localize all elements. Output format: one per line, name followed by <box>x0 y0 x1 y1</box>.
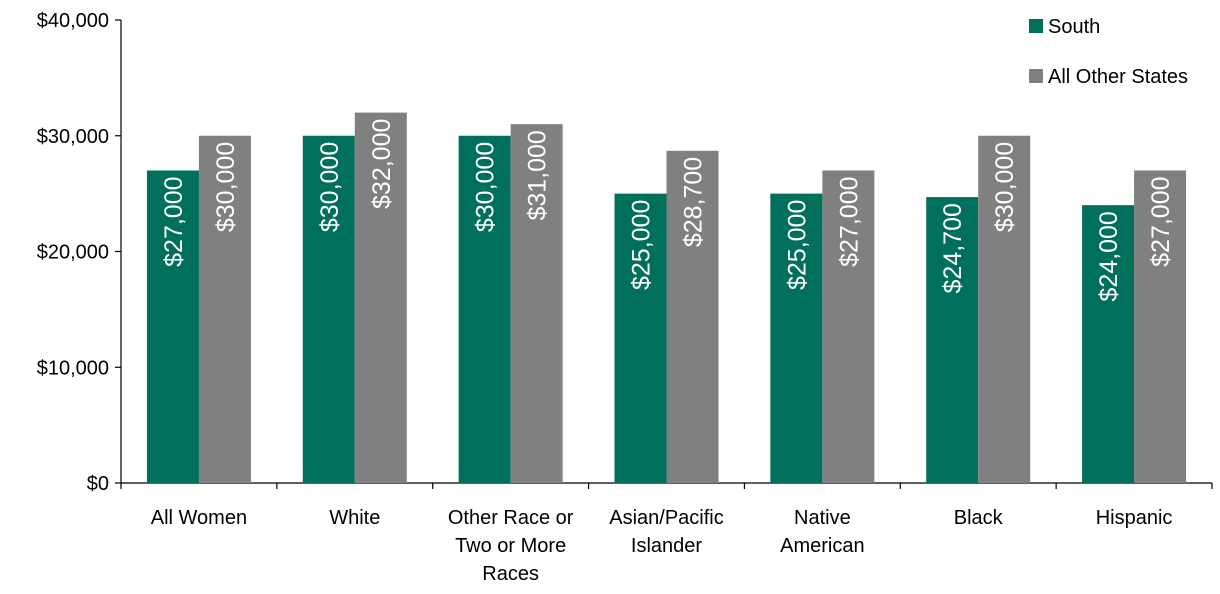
legend-label: South <box>1048 16 1100 38</box>
bar-south <box>146 170 199 483</box>
bar-value-label: $28,700 <box>680 157 708 247</box>
y-tick-label: $40,000 <box>37 10 109 32</box>
x-category-label: Asian/Pacific <box>609 507 724 529</box>
bar-value-label: $32,000 <box>368 119 396 209</box>
bar-all-other-states <box>666 150 719 484</box>
bar-south <box>1082 205 1135 483</box>
legend-swatch <box>1029 69 1043 83</box>
x-category-label: All Women <box>151 507 247 529</box>
x-category-label: American <box>780 535 864 557</box>
bar-value-label: $25,000 <box>628 200 656 290</box>
bar-south <box>770 193 823 483</box>
y-tick-label: $0 <box>87 473 109 495</box>
bar-value-label: $30,000 <box>212 142 240 232</box>
x-category-label: White <box>329 507 380 529</box>
bar-south <box>458 135 511 483</box>
legend-label: All Other States <box>1048 66 1188 88</box>
bar-value-label: $31,000 <box>524 130 552 220</box>
bar-value-label: $24,000 <box>1095 211 1123 301</box>
x-category-label: Native <box>794 507 851 529</box>
bar-value-label: $30,000 <box>316 142 344 232</box>
bar-all-other-states <box>822 170 875 483</box>
x-category-label: Other Race or <box>448 507 574 529</box>
bar-all-other-states <box>978 135 1031 483</box>
bar-value-label: $25,000 <box>783 200 811 290</box>
bar-value-label: $30,000 <box>472 142 500 232</box>
bar-south <box>926 197 979 483</box>
x-category-label: Black <box>954 507 1004 529</box>
bar-value-label: $27,000 <box>160 176 188 266</box>
bar-south <box>614 193 667 483</box>
bar-south <box>302 135 355 483</box>
legend-swatch <box>1029 19 1043 33</box>
bar-value-label: $24,700 <box>939 203 967 293</box>
bar-all-other-states <box>1134 170 1187 483</box>
bar-all-other-states <box>198 135 251 483</box>
bar-value-label: $27,000 <box>1147 176 1175 266</box>
y-tick-label: $20,000 <box>37 242 109 264</box>
x-category-label: Two or More <box>455 535 566 557</box>
x-category-label: Races <box>482 563 539 585</box>
x-category-label: Islander <box>631 535 702 557</box>
bar-all-other-states <box>510 124 563 484</box>
bar-value-label: $27,000 <box>835 176 863 266</box>
bar-value-label: $30,000 <box>991 142 1019 232</box>
bar-all-other-states <box>354 112 407 483</box>
y-tick-label: $30,000 <box>37 126 109 148</box>
y-tick-label: $10,000 <box>37 357 109 379</box>
x-category-label: Hispanic <box>1096 507 1173 529</box>
